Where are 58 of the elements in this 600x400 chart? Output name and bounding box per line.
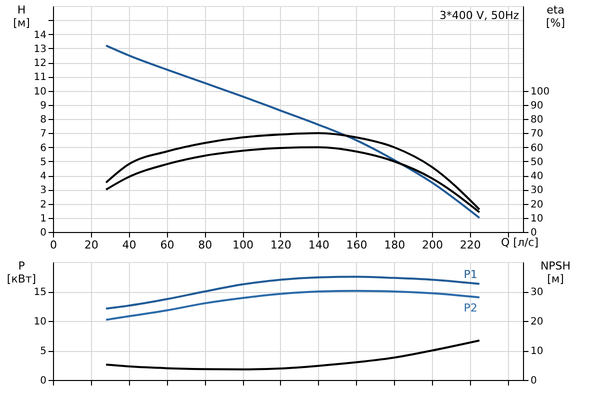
- x-tick-label: 180: [384, 238, 406, 252]
- y-tick-label: 10: [34, 316, 46, 328]
- y2-tick-label: 70: [530, 128, 544, 140]
- y2-tick-label: 90: [530, 100, 544, 112]
- y2-tick-label: 30: [530, 287, 544, 298]
- y2-tick-label: 0: [530, 376, 537, 386]
- y-axis-title: H [м]: [13, 4, 30, 30]
- y-tick-label: 0: [40, 228, 46, 238]
- y-tick-label: 5: [40, 156, 46, 168]
- line-series: [105, 339, 480, 370]
- y-axis-title: P [кВт]: [6, 260, 36, 286]
- line-series: [105, 132, 480, 210]
- x-tick-label: 0: [50, 238, 57, 252]
- y-tick-label: 7: [40, 128, 46, 140]
- series-label: P2: [464, 301, 478, 314]
- y-tick-label: 9: [40, 100, 46, 112]
- x-tick-label: 40: [122, 238, 136, 252]
- y-tick-label: 8: [40, 114, 46, 126]
- series-label: P1: [464, 268, 478, 281]
- x-tick-label: 140: [308, 238, 330, 252]
- x-tick-label: 200: [422, 238, 444, 252]
- x-tick-label: 160: [346, 238, 368, 252]
- y2-tick-label: 0: [530, 228, 537, 238]
- y2-tick-label: 40: [530, 171, 544, 182]
- annotation: 3*400 V, 50Hz: [439, 9, 520, 22]
- x-tick-label: 100: [232, 238, 254, 252]
- y-tick-label: 6: [40, 142, 46, 154]
- y-tick-label: 15: [34, 287, 46, 298]
- y2-tick-label: 30: [530, 185, 544, 196]
- y-tick-label: 0: [40, 376, 46, 386]
- x-tick-label: 220: [460, 238, 481, 252]
- line-series: [105, 44, 480, 219]
- y2-tick-label: 80: [530, 114, 544, 126]
- y-tick-label: 5: [40, 346, 46, 357]
- y2-tick-label: 10: [530, 213, 544, 224]
- y-tick-label: 12: [34, 58, 46, 69]
- y2-tick-label: 50: [530, 156, 544, 168]
- x-tick-label: 120: [270, 238, 292, 252]
- y2-axis-title: NPSH [м]: [540, 260, 571, 286]
- y-tick-label: 14: [34, 30, 46, 41]
- y2-tick-label: 20: [530, 199, 544, 210]
- line-series: [105, 290, 480, 321]
- y-tick-label: 4: [40, 171, 46, 182]
- x-axis-title: Q [л/с]: [501, 236, 539, 249]
- y-tick-label: 3: [40, 185, 46, 196]
- x-tick-label: 20: [84, 238, 98, 252]
- x-tick-label: 80: [198, 238, 212, 252]
- y2-axis-title: eta [%]: [546, 4, 566, 30]
- y2-tick-label: 10: [530, 346, 544, 357]
- y2-tick-label: 20: [530, 316, 544, 328]
- x-tick-label: 60: [160, 238, 174, 252]
- y2-tick-label: 60: [530, 142, 544, 154]
- y-tick-label: 11: [34, 72, 46, 84]
- y-tick-label: 13: [34, 44, 46, 55]
- y-tick-label: 2: [40, 199, 46, 210]
- y2-tick-label: 100: [530, 86, 550, 98]
- y-tick-label: 10: [34, 86, 46, 98]
- y-tick-label: 1: [40, 213, 46, 224]
